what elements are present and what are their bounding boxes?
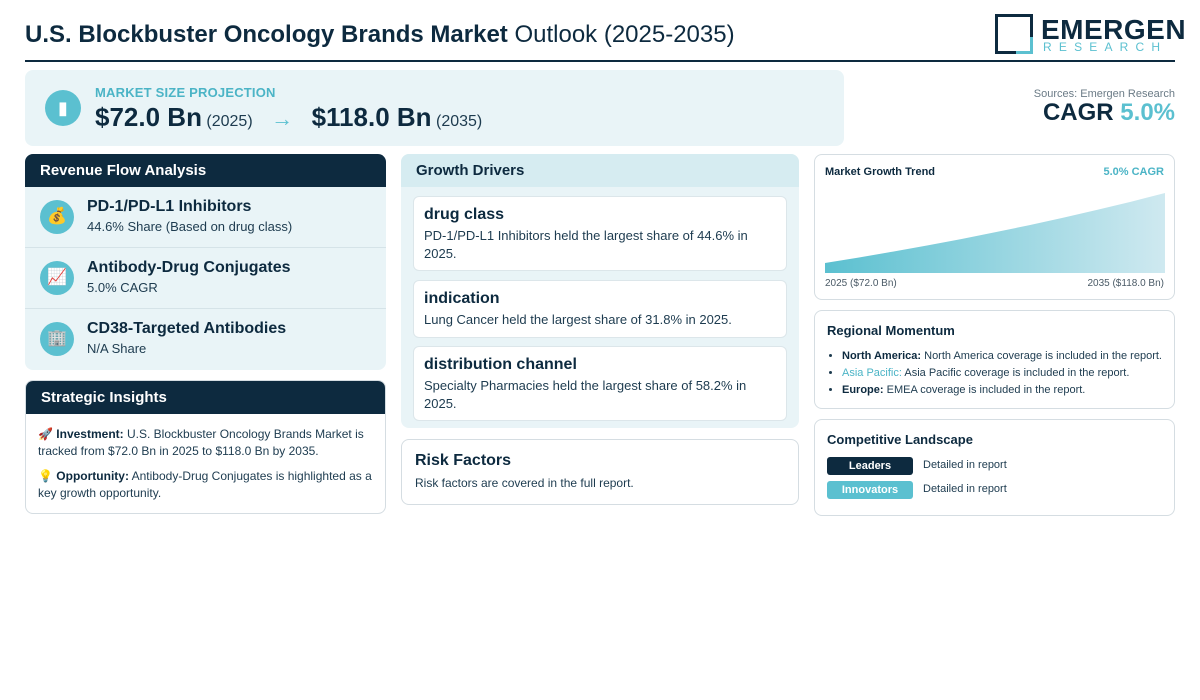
strategic-insights-body: 🚀 Investment: U.S. Blockbuster Oncology … bbox=[26, 414, 385, 513]
investment-text: U.S. Blockbuster Oncology Brands Market … bbox=[38, 427, 364, 458]
page-title-rest: Outlook (2025-2035) bbox=[514, 21, 735, 48]
logo-sub-text: RESEARCH bbox=[1043, 40, 1168, 54]
driver-item: indication Lung Cancer held the largest … bbox=[413, 280, 787, 338]
risk-factors-card: Risk Factors Risk factors are covered in… bbox=[401, 439, 799, 505]
region-text: EMEA coverage is included in the report. bbox=[886, 384, 1086, 396]
region-list: North America: North America coverage is… bbox=[827, 348, 1162, 399]
trend-cagr: 5.0% CAGR bbox=[1103, 166, 1164, 178]
revenue-flow-heading: Revenue Flow Analysis bbox=[25, 154, 386, 187]
strategic-insights-card: Strategic Insights 🚀 Investment: U.S. Bl… bbox=[25, 380, 386, 514]
region-text: North America coverage is included in th… bbox=[924, 350, 1162, 362]
competitive-landscape-heading: Competitive Landscape bbox=[827, 432, 973, 447]
revenue-item-name: CD38-Targeted Antibodies bbox=[87, 320, 287, 337]
competitive-row: Innovators Detailed in report bbox=[827, 481, 1162, 505]
end-value: $118.0 Bn bbox=[311, 102, 432, 132]
trend-end-label: 2035 ($118.0 Bn) bbox=[1087, 278, 1164, 289]
projection-label: MARKET SIZE PROJECTION bbox=[95, 85, 276, 100]
competitive-landscape-card: Competitive Landscape Leaders Detailed i… bbox=[814, 419, 1175, 516]
growth-drivers-heading: Growth Drivers bbox=[401, 154, 799, 187]
emergen-logo: EMERGEN RESEARCH bbox=[995, 14, 1186, 56]
bar-chart-icon: ▮ bbox=[45, 90, 81, 126]
driver-title: distribution channel bbox=[424, 356, 577, 373]
driver-text: Lung Cancer held the largest share of 31… bbox=[424, 312, 732, 327]
logo-mark-icon bbox=[995, 14, 1033, 54]
revenue-item-sub: 5.0% CAGR bbox=[87, 280, 158, 295]
innovators-pill: Innovators bbox=[827, 481, 913, 499]
revenue-item-sub: 44.6% Share (Based on drug class) bbox=[87, 219, 293, 234]
risk-factors-text: Risk factors are covered in the full rep… bbox=[415, 476, 634, 490]
market-growth-trend-card: Market Growth Trend 5.0% CAGR 2025 ($72.… bbox=[814, 154, 1175, 300]
trend-start-label: 2025 ($72.0 Bn) bbox=[825, 278, 897, 289]
strategic-insights-heading: Strategic Insights bbox=[26, 381, 385, 414]
driver-title: indication bbox=[424, 290, 500, 307]
revenue-item-name: PD-1/PD-L1 Inhibitors bbox=[87, 198, 252, 215]
sources-text: Sources: Emergen Research bbox=[1033, 88, 1175, 100]
money-bag-icon: 💰 bbox=[40, 200, 74, 234]
investment-label: Investment: bbox=[56, 427, 124, 441]
revenue-item-sub: N/A Share bbox=[87, 341, 147, 356]
growth-area bbox=[825, 193, 1165, 273]
start-value: $72.0 Bn bbox=[95, 102, 202, 132]
driver-title: drug class bbox=[424, 206, 505, 223]
page-header: U.S. Blockbuster Oncology Brands Market … bbox=[25, 12, 1186, 62]
region-text: Asia Pacific coverage is included in the… bbox=[904, 367, 1130, 379]
revenue-item: 📈 Antibody-Drug Conjugates 5.0% CAGR bbox=[25, 248, 386, 309]
regional-momentum-heading: Regional Momentum bbox=[827, 323, 955, 338]
cagr-value: 5.0% bbox=[1120, 99, 1175, 126]
region-label: Europe: bbox=[842, 384, 884, 396]
leaders-pill: Leaders bbox=[827, 457, 913, 475]
projection-values: $72.0 Bn (2025) → $118.0 Bn (2035) bbox=[95, 102, 482, 133]
driver-item: drug class PD-1/PD-L1 Inhibitors held th… bbox=[413, 196, 787, 271]
investment-insight: 🚀 Investment: U.S. Blockbuster Oncology … bbox=[38, 426, 373, 460]
region-item: North America: North America coverage is… bbox=[842, 348, 1162, 365]
opportunity-label: Opportunity: bbox=[56, 469, 129, 483]
region-label: Asia Pacific: bbox=[842, 367, 902, 379]
arrow-right-icon: → bbox=[271, 106, 294, 131]
opportunity-text: Antibody-Drug Conjugates is highlighted … bbox=[38, 469, 372, 500]
opportunity-insight: 💡 Opportunity: Antibody-Drug Conjugates … bbox=[38, 468, 373, 502]
growth-drivers-card: Growth Drivers drug class PD-1/PD-L1 Inh… bbox=[401, 154, 799, 428]
driver-item: distribution channel Specialty Pharmacie… bbox=[413, 346, 787, 421]
logo-main-text: EMERGEN bbox=[1041, 14, 1187, 45]
trend-title: Market Growth Trend bbox=[825, 166, 936, 178]
regional-momentum-card: Regional Momentum North America: North A… bbox=[814, 310, 1175, 409]
start-year: (2025) bbox=[206, 113, 253, 130]
lightbulb-icon: 💡 bbox=[38, 469, 53, 483]
trend-chart-icon: 📈 bbox=[40, 261, 74, 295]
page-title: U.S. Blockbuster Oncology Brands Market … bbox=[25, 21, 735, 49]
end-year: (2035) bbox=[436, 113, 483, 130]
revenue-item: 🏢 CD38-Targeted Antibodies N/A Share bbox=[25, 309, 386, 370]
region-label: North America: bbox=[842, 350, 922, 362]
rocket-icon: 🚀 bbox=[38, 427, 53, 441]
competitive-row: Leaders Detailed in report bbox=[827, 457, 1162, 481]
revenue-item-name: Antibody-Drug Conjugates bbox=[87, 259, 291, 276]
cagr-label: CAGR bbox=[1042, 99, 1114, 126]
page-title-bold: U.S. Blockbuster Oncology Brands Market bbox=[25, 21, 508, 48]
driver-text: PD-1/PD-L1 Inhibitors held the largest s… bbox=[424, 228, 748, 261]
competitive-desc: Detailed in report bbox=[923, 459, 1007, 471]
risk-factors-heading: Risk Factors bbox=[415, 452, 512, 469]
building-icon: 🏢 bbox=[40, 322, 74, 356]
driver-text: Specialty Pharmacies held the largest sh… bbox=[424, 378, 747, 411]
competitive-desc: Detailed in report bbox=[923, 483, 1007, 495]
revenue-item: 💰 PD-1/PD-L1 Inhibitors 44.6% Share (Bas… bbox=[25, 187, 386, 248]
cagr-headline: CAGR 5.0% bbox=[1043, 99, 1175, 127]
region-item: Europe: EMEA coverage is included in the… bbox=[842, 382, 1162, 399]
revenue-flow-card: Revenue Flow Analysis 💰 PD-1/PD-L1 Inhib… bbox=[25, 154, 386, 370]
market-size-projection: ▮ MARKET SIZE PROJECTION $72.0 Bn (2025)… bbox=[25, 70, 844, 146]
region-item: Asia Pacific: Asia Pacific coverage is i… bbox=[842, 365, 1162, 382]
growth-area-chart bbox=[825, 193, 1165, 273]
